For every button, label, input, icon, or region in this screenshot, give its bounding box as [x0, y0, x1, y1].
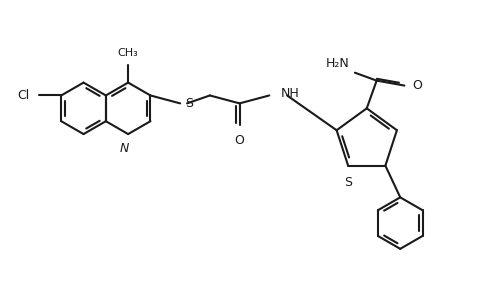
Text: S: S: [185, 97, 192, 110]
Text: NH: NH: [281, 87, 299, 100]
Text: Cl: Cl: [17, 89, 29, 102]
Text: O: O: [234, 134, 244, 147]
Text: S: S: [343, 176, 351, 189]
Text: H₂N: H₂N: [325, 57, 349, 70]
Text: CH₃: CH₃: [118, 48, 138, 58]
Text: N: N: [119, 142, 129, 155]
Text: O: O: [411, 79, 421, 92]
